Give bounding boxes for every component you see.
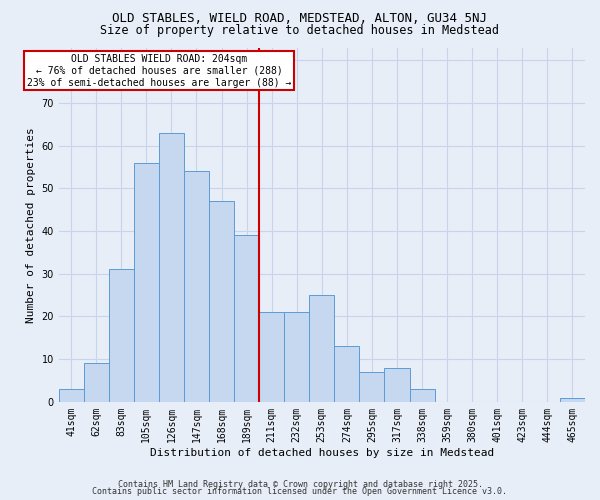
Bar <box>385 368 410 402</box>
Bar <box>284 312 309 402</box>
Bar <box>359 372 385 402</box>
Bar <box>184 172 209 402</box>
Y-axis label: Number of detached properties: Number of detached properties <box>26 127 36 322</box>
Bar <box>234 236 259 402</box>
Bar <box>159 133 184 402</box>
Bar <box>560 398 585 402</box>
Text: Contains public sector information licensed under the Open Government Licence v3: Contains public sector information licen… <box>92 488 508 496</box>
Bar <box>309 295 334 402</box>
Text: Size of property relative to detached houses in Medstead: Size of property relative to detached ho… <box>101 24 499 37</box>
Text: OLD STABLES WIELD ROAD: 204sqm
← 76% of detached houses are smaller (288)
23% of: OLD STABLES WIELD ROAD: 204sqm ← 76% of … <box>26 54 291 88</box>
Text: Contains HM Land Registry data © Crown copyright and database right 2025.: Contains HM Land Registry data © Crown c… <box>118 480 482 489</box>
X-axis label: Distribution of detached houses by size in Medstead: Distribution of detached houses by size … <box>149 448 494 458</box>
Text: OLD STABLES, WIELD ROAD, MEDSTEAD, ALTON, GU34 5NJ: OLD STABLES, WIELD ROAD, MEDSTEAD, ALTON… <box>113 12 487 26</box>
Bar <box>259 312 284 402</box>
Bar <box>209 201 234 402</box>
Bar <box>83 364 109 402</box>
Bar <box>334 346 359 402</box>
Bar <box>410 389 434 402</box>
Bar <box>109 270 134 402</box>
Bar <box>134 163 159 402</box>
Bar <box>59 389 83 402</box>
